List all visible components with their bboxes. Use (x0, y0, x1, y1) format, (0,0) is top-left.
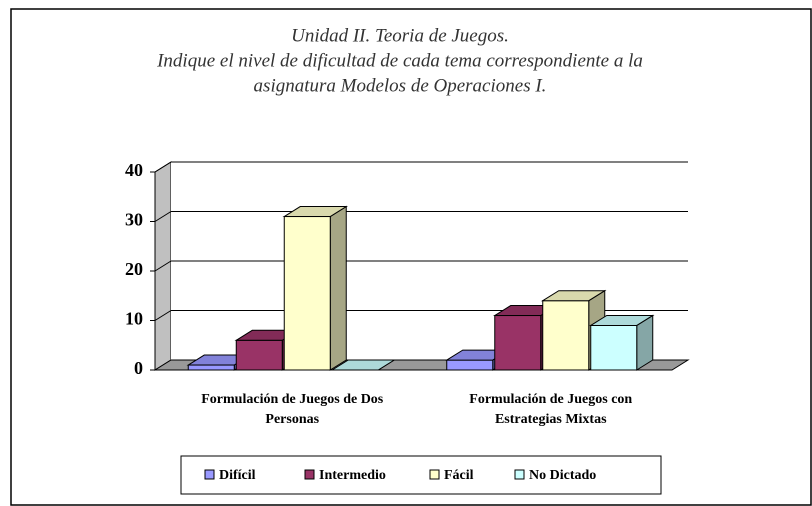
bar-side (329, 205, 347, 371)
bar-top (282, 206, 348, 218)
legend-swatch (304, 469, 315, 480)
legend-box (180, 455, 662, 495)
bar-top (541, 290, 607, 302)
bar (235, 339, 283, 371)
y-tick-label: 40 (125, 160, 143, 180)
x-tick-label: Formulación de Juegos de Dos Personas (201, 392, 384, 427)
grid-line (154, 161, 172, 173)
y-tick-label: 20 (125, 259, 143, 279)
bar-top (330, 359, 396, 371)
bar (187, 364, 235, 371)
grid-line (154, 310, 172, 321)
legend-label: Intermedio (319, 468, 386, 483)
legend-label: No Dictado (529, 468, 596, 483)
y-tick-label: 30 (125, 210, 143, 230)
legend-label: Fácil (444, 468, 474, 483)
grid-line (154, 211, 172, 222)
y-tick-label: 10 (125, 309, 143, 329)
chart-title: asignatura Modelos de Operaciones I. (254, 75, 547, 96)
legend-swatch (429, 469, 440, 480)
legend-label: Difícil (219, 468, 256, 483)
y-tick-label: 0 (134, 358, 143, 378)
legend-swatch (514, 469, 525, 480)
bar (283, 216, 331, 371)
grid-line (154, 260, 172, 272)
x-tick-label: Formulación de Juegos con Estrategias Mi… (469, 392, 633, 427)
bar (494, 315, 542, 371)
chart-title: Unidad II. Teoria de Juegos. (291, 25, 509, 46)
chart-title: Indique el nivel de dificultad de cada t… (156, 50, 643, 71)
legend-swatch (204, 469, 215, 480)
bar (542, 300, 590, 371)
chart-border (10, 8, 812, 506)
bar-top (589, 314, 655, 326)
bar (446, 359, 494, 371)
bar (590, 324, 638, 371)
